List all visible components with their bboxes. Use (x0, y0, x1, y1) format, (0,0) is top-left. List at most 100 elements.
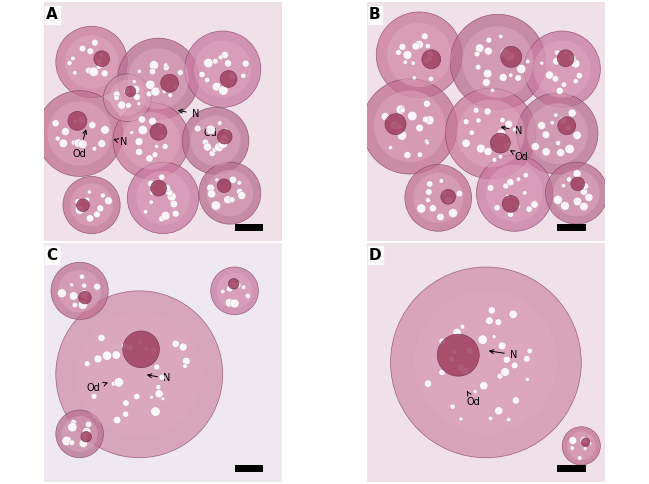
Circle shape (396, 105, 405, 114)
Circle shape (79, 274, 84, 279)
Circle shape (103, 74, 151, 121)
Circle shape (63, 177, 120, 234)
Circle shape (152, 152, 158, 158)
Circle shape (82, 283, 87, 288)
Circle shape (87, 190, 92, 194)
Circle shape (151, 180, 167, 196)
Circle shape (425, 44, 430, 49)
Circle shape (164, 63, 168, 67)
Circle shape (526, 59, 530, 64)
Circle shape (554, 196, 563, 204)
Text: D: D (369, 248, 382, 263)
Circle shape (236, 188, 243, 195)
Circle shape (500, 118, 505, 123)
Circle shape (219, 135, 228, 144)
Circle shape (195, 125, 201, 132)
Circle shape (149, 117, 156, 125)
Circle shape (562, 427, 600, 465)
Circle shape (542, 148, 550, 156)
Circle shape (121, 343, 128, 349)
Circle shape (429, 205, 437, 212)
Circle shape (582, 438, 590, 446)
Circle shape (391, 267, 582, 458)
Circle shape (123, 331, 160, 368)
Circle shape (413, 173, 463, 223)
Circle shape (217, 129, 232, 144)
Circle shape (51, 262, 108, 319)
Circle shape (396, 123, 402, 130)
Circle shape (221, 51, 228, 59)
Text: N: N (148, 374, 171, 383)
Circle shape (509, 73, 513, 77)
Circle shape (495, 319, 502, 326)
Circle shape (150, 123, 167, 140)
Circle shape (161, 74, 178, 92)
Circle shape (439, 179, 444, 183)
Circle shape (149, 68, 156, 75)
Circle shape (58, 289, 66, 298)
Circle shape (183, 364, 188, 368)
Circle shape (68, 111, 87, 130)
Circle shape (62, 128, 69, 136)
Circle shape (417, 152, 422, 157)
Circle shape (145, 80, 155, 90)
Circle shape (52, 120, 59, 127)
Circle shape (569, 109, 576, 117)
Circle shape (460, 324, 465, 329)
Circle shape (512, 127, 517, 132)
Circle shape (112, 381, 117, 386)
Circle shape (391, 121, 399, 130)
Circle shape (212, 59, 218, 64)
Circle shape (62, 416, 97, 452)
Circle shape (230, 299, 239, 308)
Circle shape (452, 349, 457, 354)
Circle shape (573, 170, 581, 178)
Circle shape (516, 177, 520, 182)
Circle shape (382, 113, 389, 121)
Circle shape (238, 192, 245, 199)
Circle shape (114, 91, 120, 98)
Circle shape (79, 439, 88, 448)
Circle shape (206, 170, 253, 216)
Circle shape (553, 170, 600, 216)
FancyBboxPatch shape (43, 2, 283, 242)
Circle shape (75, 199, 80, 204)
Circle shape (227, 286, 233, 292)
Circle shape (138, 116, 145, 123)
Circle shape (476, 155, 553, 231)
Circle shape (531, 201, 538, 208)
Circle shape (450, 15, 546, 110)
Circle shape (476, 44, 484, 52)
Circle shape (218, 55, 223, 60)
Circle shape (476, 144, 485, 153)
Circle shape (101, 70, 108, 77)
Circle shape (159, 174, 165, 180)
Circle shape (505, 52, 515, 61)
Text: Od: Od (204, 128, 217, 138)
Circle shape (571, 60, 580, 68)
Circle shape (459, 417, 463, 421)
Circle shape (488, 307, 495, 314)
Circle shape (161, 212, 170, 220)
Circle shape (532, 143, 539, 151)
Circle shape (69, 283, 74, 287)
Circle shape (567, 432, 596, 460)
Circle shape (158, 216, 165, 222)
Circle shape (225, 299, 234, 307)
Circle shape (73, 120, 78, 123)
Circle shape (89, 121, 96, 129)
Circle shape (56, 410, 103, 458)
Circle shape (209, 151, 215, 156)
Circle shape (162, 89, 167, 93)
Circle shape (484, 108, 491, 115)
Circle shape (132, 85, 140, 93)
Circle shape (505, 120, 513, 128)
Circle shape (143, 210, 148, 214)
Circle shape (425, 116, 434, 125)
Circle shape (71, 56, 75, 61)
Circle shape (92, 39, 98, 46)
Circle shape (215, 143, 223, 151)
Circle shape (497, 373, 503, 379)
Text: Od: Od (467, 392, 481, 408)
Circle shape (245, 293, 251, 299)
